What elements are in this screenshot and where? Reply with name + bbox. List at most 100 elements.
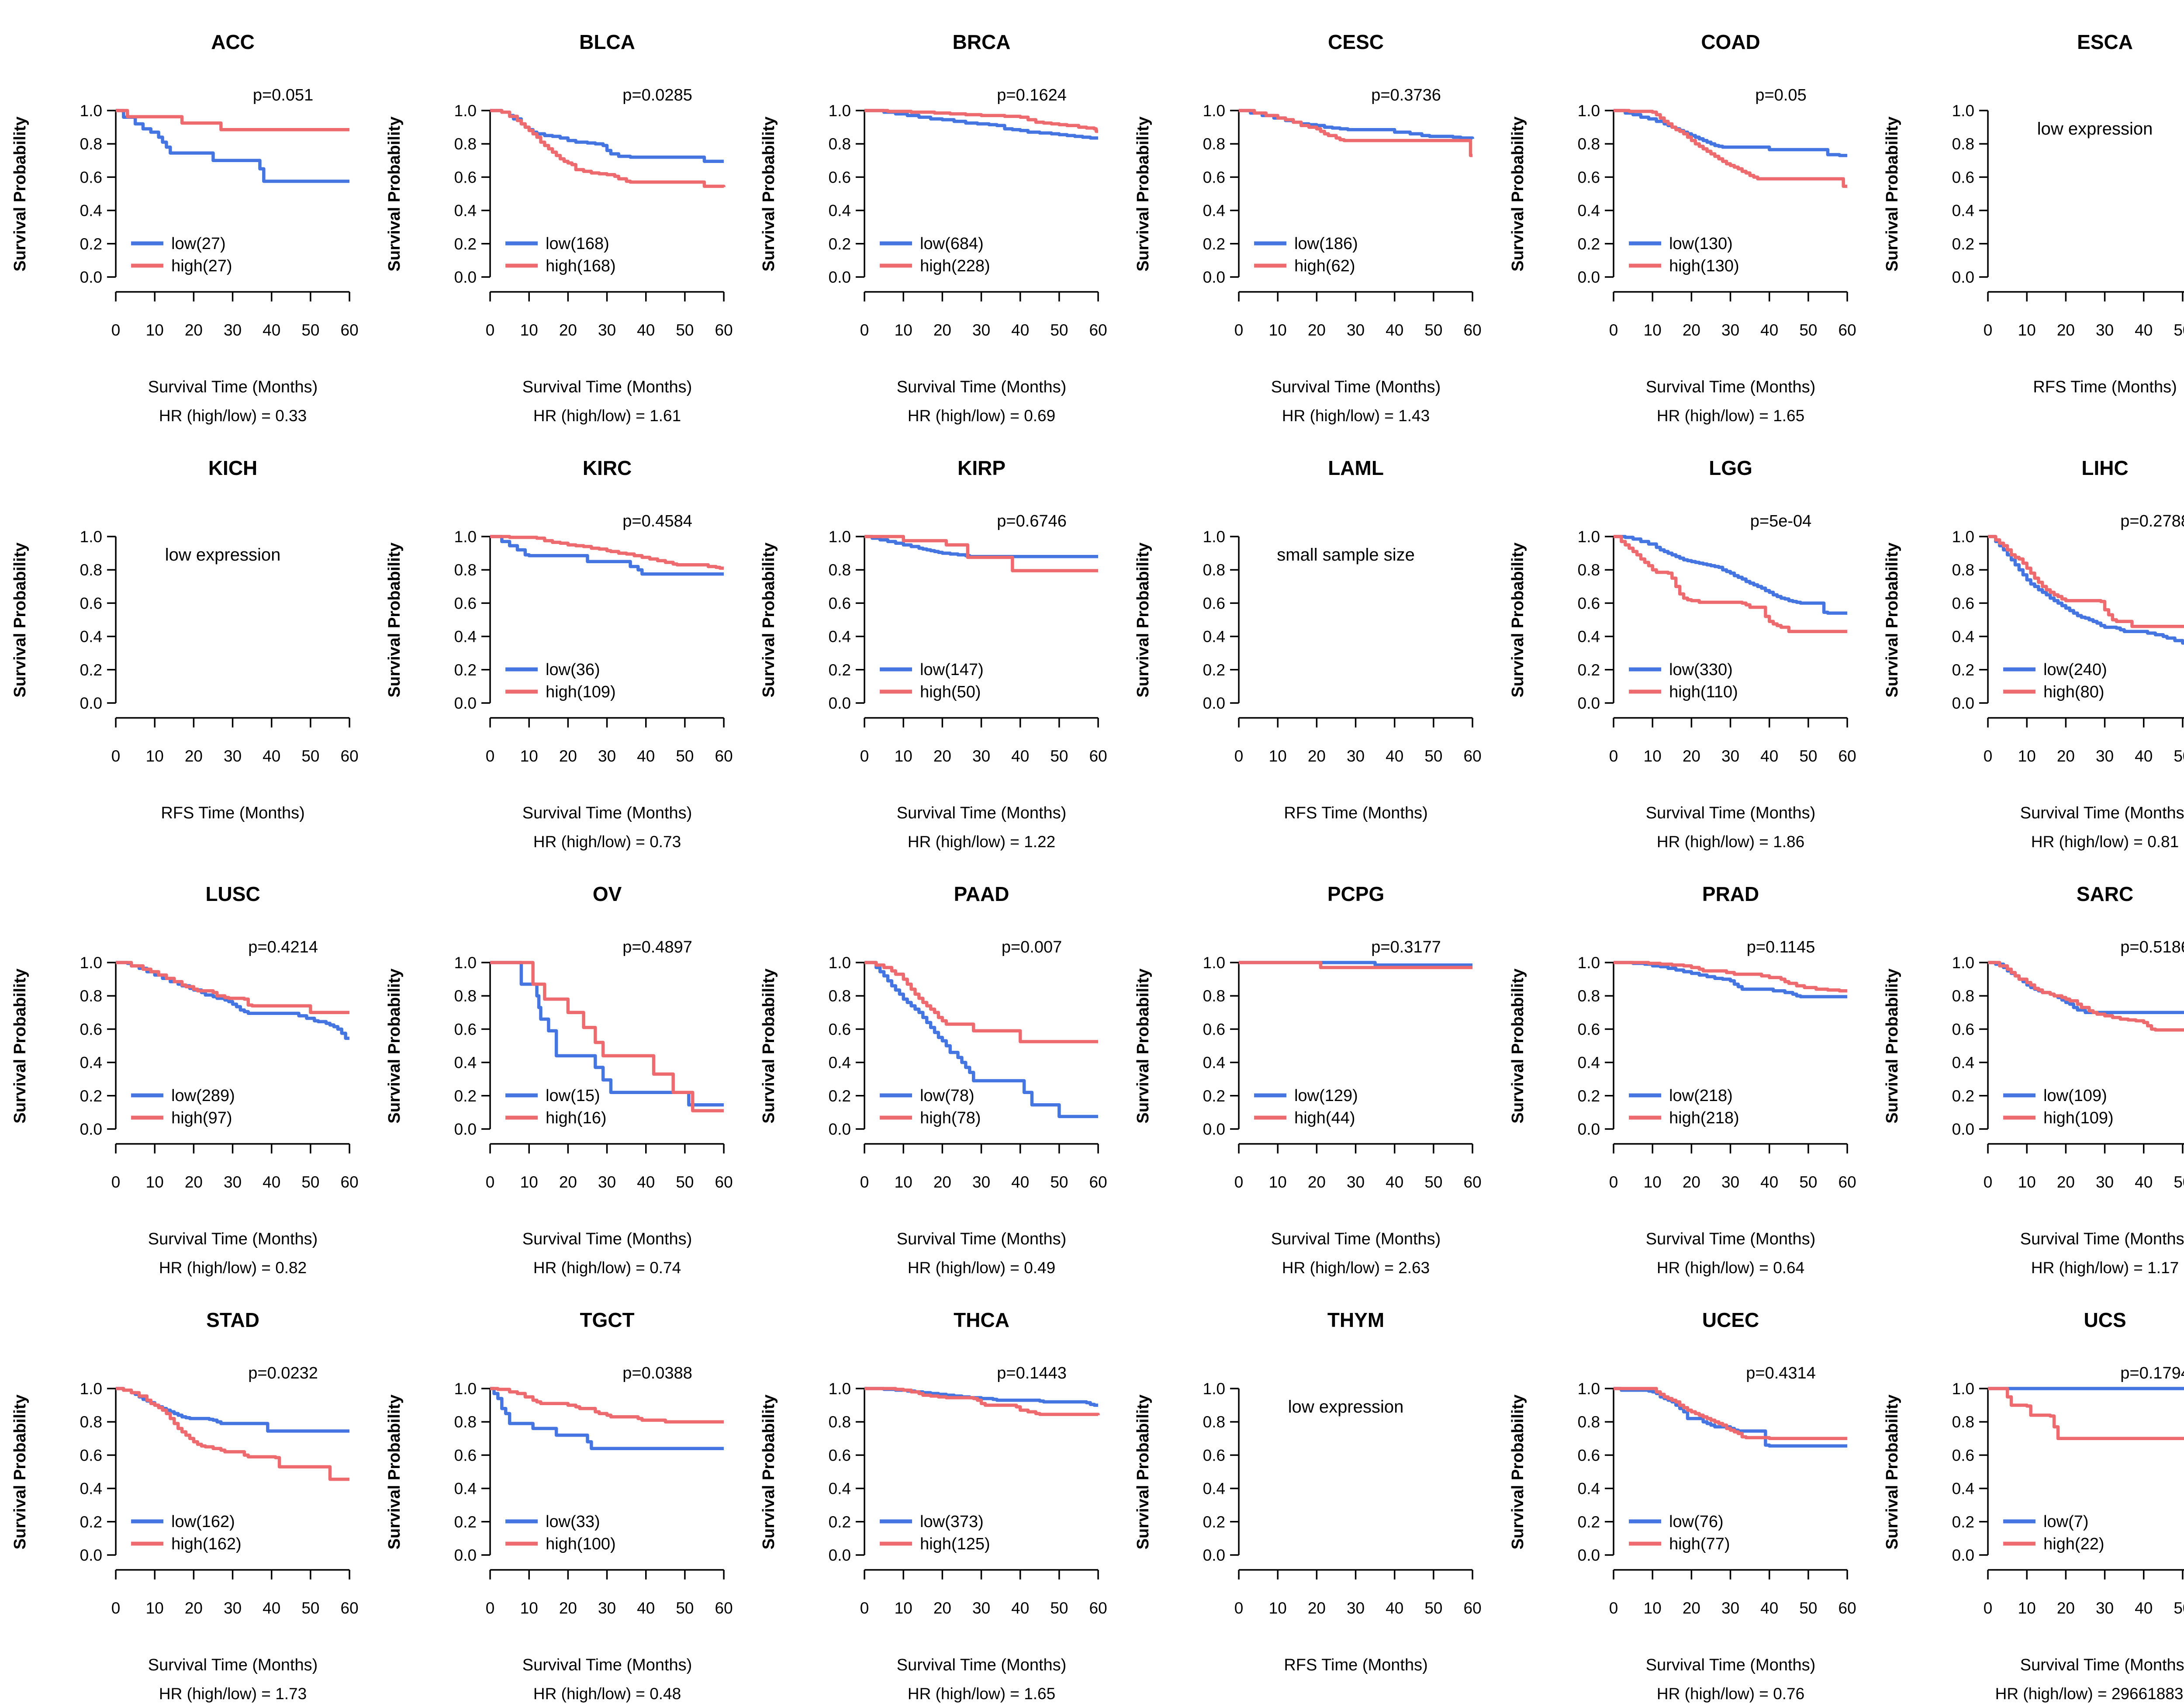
x-axis-title: Survival Time (Months) <box>2020 1230 2184 1248</box>
x-tick-label: 10 <box>1269 1173 1287 1191</box>
panel-title: THCA <box>954 1309 1009 1331</box>
x-tick-label: 30 <box>1347 747 1365 765</box>
y-tick-label: 0.0 <box>1952 1120 1974 1138</box>
legend-label-low: low(15) <box>546 1087 600 1105</box>
x-tick-label: 40 <box>1386 321 1404 339</box>
x-axis <box>489 1143 725 1153</box>
x-tick-label: 30 <box>2096 747 2114 765</box>
y-tick-label: 0.6 <box>1577 1020 1600 1038</box>
panel-title: PRAD <box>1702 883 1759 905</box>
y-tick-label: 0.2 <box>1952 1087 1974 1105</box>
y-axis <box>1979 110 1989 278</box>
x-tick-label: 0 <box>486 1599 495 1617</box>
x-tick-label: 60 <box>340 1173 358 1191</box>
y-axis-title: Survival Probability <box>11 543 29 698</box>
p-value-label: p=0.2788 <box>2120 512 2184 530</box>
y-tick-label: 0.0 <box>829 268 851 286</box>
y-tick-label: 0.0 <box>80 694 102 712</box>
legend-label-high: high(16) <box>546 1109 606 1127</box>
x-tick-label: 40 <box>263 321 280 339</box>
x-axis <box>1238 717 1474 727</box>
y-axis-title: Survival Probability <box>760 1395 778 1550</box>
y-tick-label: 0.6 <box>1577 1446 1600 1464</box>
x-tick-label: 10 <box>2018 1599 2035 1617</box>
km-curve-high <box>116 1387 350 1481</box>
x-axis-title: RFS Time (Months) <box>161 804 304 822</box>
x-tick-label: 20 <box>1682 1599 1700 1617</box>
y-axis-title: Survival Probability <box>11 117 29 272</box>
legend-label-high: high(110) <box>1669 683 1738 701</box>
y-tick-label: 0.0 <box>829 694 851 712</box>
x-tick-label: 10 <box>1269 747 1287 765</box>
legend-label-low: low(129) <box>1294 1087 1358 1105</box>
p-value-label: p=0.1624 <box>997 86 1067 104</box>
panel-title: KIRP <box>957 457 1006 479</box>
x-axis <box>1612 291 1848 301</box>
y-axis-title: Survival Probability <box>11 969 29 1124</box>
km-curve-low <box>116 109 350 183</box>
x-tick-label: 50 <box>301 747 319 765</box>
y-tick-label: 0.8 <box>1203 1413 1225 1431</box>
x-tick-label: 30 <box>224 1599 242 1617</box>
y-tick-label: 0.6 <box>454 168 477 186</box>
km-curve-low <box>864 961 1099 1119</box>
y-axis <box>481 110 491 278</box>
y-tick-label: 0.6 <box>829 168 851 186</box>
legend-label-high: high(218) <box>1669 1109 1739 1127</box>
x-tick-label: 20 <box>185 747 203 765</box>
y-axis <box>1604 110 1614 278</box>
x-tick-label: 50 <box>1799 747 1817 765</box>
x-tick-label: 40 <box>637 1599 655 1617</box>
x-tick-label: 30 <box>1721 1599 1739 1617</box>
x-tick-label: 60 <box>1464 1173 1482 1191</box>
y-tick-label: 0.4 <box>1952 202 1974 220</box>
y-tick-label: 0.4 <box>80 1054 102 1072</box>
legend-label-low: low(27) <box>171 235 226 253</box>
y-tick-label: 1.0 <box>454 102 477 120</box>
x-tick-label: 60 <box>1089 1599 1107 1617</box>
x-tick-label: 30 <box>598 321 616 339</box>
x-tick-label: 10 <box>520 1173 538 1191</box>
km-plot-UCEC: UCEC p=0.4314 0.0 0.2 0.4 0.6 0.8 1.0 Survival P… <box>1509 1309 1856 1703</box>
y-tick-label: 0.4 <box>1203 628 1225 646</box>
x-tick-label: 50 <box>2174 1173 2184 1191</box>
x-tick-label: 30 <box>972 321 990 339</box>
x-tick-label: 30 <box>2096 321 2114 339</box>
x-tick-label: 30 <box>224 747 242 765</box>
panel-title: BLCA <box>579 31 635 53</box>
legend-label-high: high(22) <box>2043 1535 2104 1553</box>
x-tick-label: 60 <box>1089 1173 1107 1191</box>
x-tick-label: 20 <box>185 1599 203 1617</box>
x-tick-label: 20 <box>1308 747 1326 765</box>
km-plot-TGCT: TGCT p=0.0388 0.0 0.2 0.4 0.6 0.8 1.0 Survival P… <box>385 1309 733 1703</box>
y-tick-label: 0.6 <box>1952 168 1974 186</box>
legend-label-high: high(50) <box>920 683 981 701</box>
km-curve-high <box>1613 109 1847 188</box>
y-tick-label: 0.8 <box>80 135 102 153</box>
y-axis <box>856 536 866 704</box>
km-panel-BLCA: BLCA p=0.0285 0.0 0.2 0.4 0.6 0.8 1.0 Survival P… <box>374 0 749 426</box>
x-tick-label: 20 <box>1308 1599 1326 1617</box>
x-axis <box>1612 717 1848 727</box>
y-axis-title: Survival Probability <box>1509 117 1527 272</box>
x-axis <box>1987 1569 2184 1579</box>
hr-label: HR (high/low) = 0.74 <box>533 1259 681 1277</box>
x-tick-label: 60 <box>1089 321 1107 339</box>
legend-label-low: low(218) <box>1669 1087 1733 1105</box>
km-curve-low <box>1987 961 2184 1015</box>
x-axis-title: Survival Time (Months) <box>1645 1656 1815 1674</box>
y-tick-label: 0.4 <box>80 1480 102 1498</box>
x-tick-label: 30 <box>1721 1173 1739 1191</box>
y-tick-label: 0.8 <box>454 135 477 153</box>
km-curve-low <box>1987 535 2184 645</box>
x-tick-label: 10 <box>1269 1599 1287 1617</box>
km-plot-LIHC: LIHC p=0.2788 0.0 0.2 0.4 0.6 0.8 1.0 Survival P… <box>1883 457 2184 851</box>
legend-label-low: low(162) <box>171 1513 235 1531</box>
y-tick-label: 0.8 <box>1952 135 1974 153</box>
x-axis-title: Survival Time (Months) <box>897 804 1067 822</box>
y-tick-label: 1.0 <box>454 1380 477 1398</box>
y-tick-label: 0.8 <box>1203 987 1225 1005</box>
y-axis-title: Survival Probability <box>385 117 404 272</box>
y-tick-label: 0.4 <box>80 202 102 220</box>
y-tick-label: 0.0 <box>1577 1546 1600 1564</box>
